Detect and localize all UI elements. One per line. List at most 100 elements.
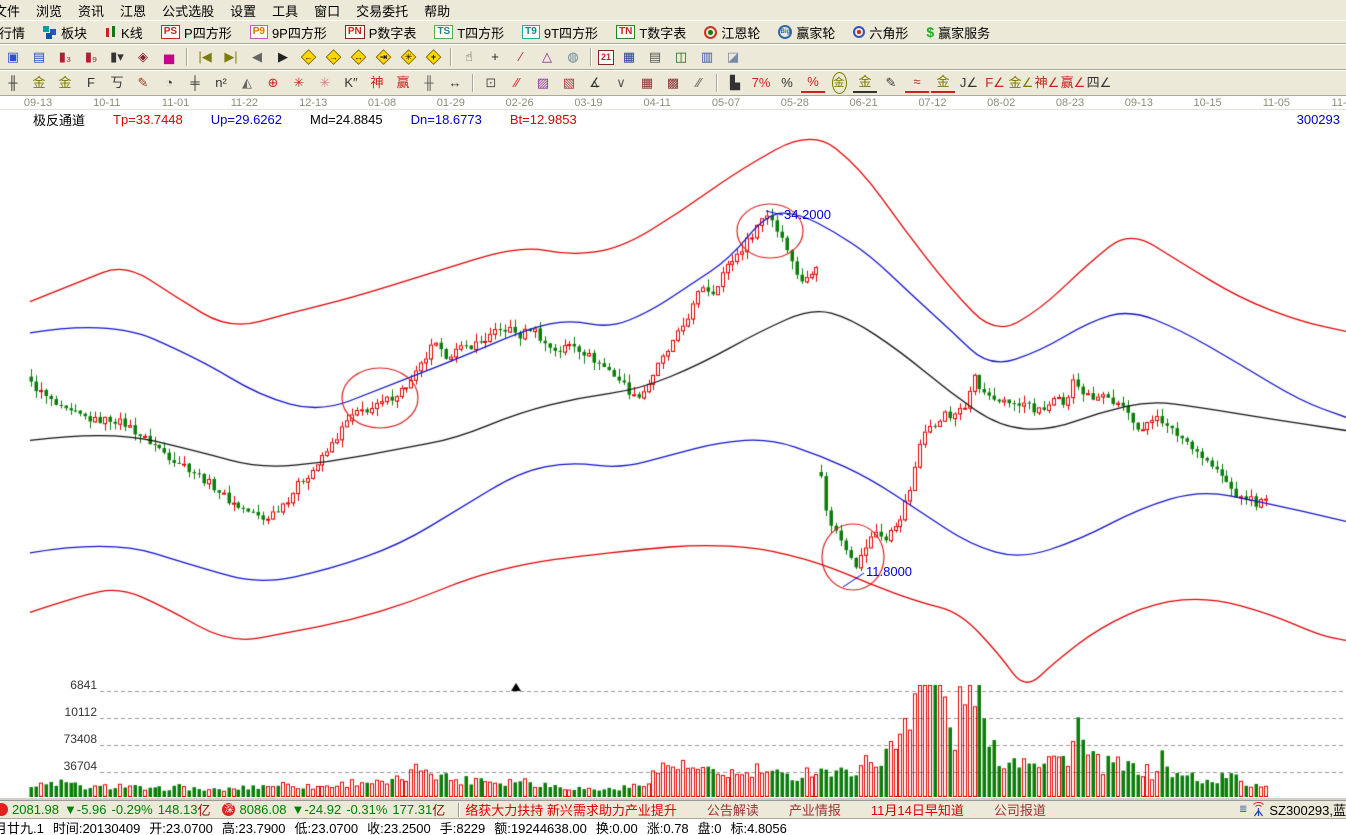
ticker-item-3[interactable]: 11月14日早知道 xyxy=(870,803,964,818)
gold-grid2-icon[interactable]: 金 xyxy=(58,75,72,90)
kline-9-icon[interactable]: ▮₉ xyxy=(84,49,98,64)
toolbar-button-9p-square[interactable]: P9 9P四方形 xyxy=(241,21,336,43)
bars-123-icon[interactable]: ▙ xyxy=(730,75,740,90)
menu-item-tools[interactable]: 工具 xyxy=(272,3,299,19)
slant-lines-icon[interactable]: ∕∕ xyxy=(696,75,702,90)
menu-item-trade-entrust[interactable]: 交易委托 xyxy=(356,3,409,19)
menu-item-formula-stock[interactable]: 公式选股 xyxy=(162,3,215,19)
toolbar-button-quotes[interactable]: 行情 xyxy=(0,21,34,43)
circle-ruler-icon[interactable]: ◔ xyxy=(165,75,173,90)
gold-line-icon[interactable]: 金 xyxy=(853,73,877,93)
save-icon[interactable]: ◫ xyxy=(674,49,688,64)
grid-star-icon[interactable]: ✳ xyxy=(319,75,331,90)
menu-item-settings[interactable]: 设置 xyxy=(230,3,257,19)
pattern-tool-icon[interactable]: ◍ xyxy=(567,49,579,64)
toolbar-button-p-number[interactable]: PN P数字表 xyxy=(336,21,426,43)
gann-pattern-icon[interactable]: ◈ xyxy=(138,49,148,64)
current-stock-label[interactable]: SZ300293,蓝 xyxy=(1269,803,1346,818)
shenzhen-index-icon[interactable]: 深 xyxy=(222,803,236,816)
purple-fan-icon[interactable]: ▨ xyxy=(536,75,550,90)
gold-angle-icon[interactable]: 金∠ xyxy=(1008,75,1034,90)
gold-circle-icon[interactable]: 金 xyxy=(827,72,851,94)
pct-icon[interactable]: % xyxy=(781,75,793,90)
menu-item-help[interactable]: 帮助 xyxy=(424,3,451,19)
price-pct-icon[interactable]: 7% xyxy=(751,75,771,90)
pen-ruler-icon[interactable]: ✎ xyxy=(137,75,149,90)
kline-period-dropdown[interactable]: ▮▾ xyxy=(110,49,124,64)
pan-right-icon[interactable]: ◆ → xyxy=(322,46,345,67)
si-angle-icon[interactable]: 四∠ xyxy=(1086,75,1112,90)
toolbar-button-t-number[interactable]: TN T数字表 xyxy=(607,21,695,43)
toolbar-button-winner-service[interactable]: $ 赢家服务 xyxy=(917,21,999,43)
ticker-item-1[interactable]: 公告解读 xyxy=(706,803,759,818)
ticker-item-4[interactable]: 公司报道 xyxy=(993,803,1046,818)
star-burst-icon[interactable]: ✳ xyxy=(293,75,305,90)
notebook-icon[interactable]: ▤ xyxy=(648,49,662,64)
f-angle-icon[interactable]: F∠ xyxy=(985,75,1005,90)
ticker-item-2[interactable]: 产业情报 xyxy=(788,803,841,818)
shen-tool-icon[interactable]: 神 xyxy=(370,75,384,90)
pane-toggle-icon[interactable]: ≣ xyxy=(1239,804,1248,815)
sh-index-value[interactable]: 2081.98 xyxy=(12,802,59,817)
fan-box-icon[interactable]: ▧ xyxy=(562,75,576,90)
menu-item-browse[interactable]: 浏览 xyxy=(36,3,63,19)
menu-item-news[interactable]: 资讯 xyxy=(78,3,105,19)
wave-red-icon[interactable]: ≈ xyxy=(905,73,929,93)
menu-item-window[interactable]: 窗口 xyxy=(314,3,341,19)
zoom-star-icon[interactable]: ◆ ✳ xyxy=(397,46,420,67)
first-page-icon[interactable]: |◀ xyxy=(198,49,212,64)
pan-left-icon[interactable]: ◆ ← xyxy=(297,46,320,67)
k-wave-icon[interactable]: K″ xyxy=(344,75,358,90)
chart-type-icon[interactable]: ▣ xyxy=(6,49,20,64)
f-ruler-icon[interactable]: F xyxy=(87,75,95,90)
toolbar-button-hexagon[interactable]: 六角形 xyxy=(844,21,917,43)
grid2-tool-icon[interactable]: ▩ xyxy=(666,75,680,90)
polygon-tool-icon[interactable]: △ xyxy=(542,49,552,64)
red-fan-icon[interactable]: ∕∕ xyxy=(514,75,520,90)
toolbar-button-blocks[interactable]: 板块 xyxy=(34,21,96,43)
color-histogram-icon[interactable]: ▅ xyxy=(164,49,174,64)
tick-ruler-icon[interactable]: ╪ xyxy=(190,75,200,90)
prev-icon[interactable]: ◀ xyxy=(252,49,262,64)
next-icon[interactable]: ▶ xyxy=(278,49,288,64)
pc-search-icon[interactable]: ▥ xyxy=(700,49,714,64)
calendar-icon[interactable]: 21 xyxy=(598,49,614,65)
zoom-in-icon[interactable]: ◆ ⇥ xyxy=(372,46,395,67)
calculator-icon[interactable]: ▦ xyxy=(622,49,636,64)
last-page-icon[interactable]: ▶| xyxy=(224,49,238,64)
gold-grid-icon[interactable]: 金 xyxy=(32,75,46,90)
toolbar-button-kline[interactable]: K线 xyxy=(96,21,152,43)
sz-index-value[interactable]: 8086.08 xyxy=(239,802,287,817)
span-arrow-icon[interactable]: ↔ xyxy=(448,75,462,90)
circle-cross-icon[interactable]: ⊕ xyxy=(267,75,279,90)
toolbar-button-p-square[interactable]: PS P四方形 xyxy=(152,21,241,43)
hook-ruler-icon[interactable]: 丂 xyxy=(110,75,124,90)
kline-3-icon[interactable]: ▮₃ xyxy=(58,49,72,64)
toolbar-button-t-square[interactable]: TS T四方形 xyxy=(425,21,513,43)
chart-canvas[interactable] xyxy=(0,128,1346,797)
info-view-icon[interactable]: ▤ xyxy=(32,49,46,64)
zoom-both-icon[interactable]: ◆ ↔ xyxy=(347,46,370,67)
measure-tool-icon[interactable]: ∕ xyxy=(519,49,523,64)
n2-ruler-icon[interactable]: n² xyxy=(215,75,227,90)
pen-tool-icon[interactable]: ✎ xyxy=(885,75,897,90)
frame-tool-icon[interactable]: ⊡ xyxy=(485,75,497,90)
menu-item-file[interactable]: 文件 xyxy=(0,3,21,19)
ying-tool-icon[interactable]: 赢 xyxy=(396,75,410,90)
j-angle-icon[interactable]: J∠ xyxy=(959,75,979,90)
hand-tool-icon[interactable]: ☝ xyxy=(465,49,473,64)
horizontal-splitter[interactable] xyxy=(0,797,1346,801)
pc-user-icon[interactable]: ◪ xyxy=(726,49,740,64)
angle-lines-icon[interactable]: ∡ xyxy=(589,75,601,90)
pct-line-icon[interactable]: % xyxy=(801,73,825,93)
ruler-123-icon[interactable]: ╫ xyxy=(424,75,434,90)
shanghai-index-icon[interactable] xyxy=(0,803,8,816)
ying-angle-icon[interactable]: 赢∠ xyxy=(1060,75,1086,90)
ticker-item-0[interactable]: 络获大力扶持 新兴需求助力产业提升 xyxy=(465,803,677,818)
toolbar-button-gann-wheel[interactable]: 江恩轮 xyxy=(695,21,769,43)
toolbar-button-9t-square[interactable]: T9 9T四方形 xyxy=(513,21,607,43)
angle-mirror-icon[interactable]: ◭ xyxy=(242,75,252,90)
v-line-icon[interactable]: ∨ xyxy=(616,75,626,90)
gold-red-icon[interactable]: 金 xyxy=(931,73,955,93)
gann-ruler-icon[interactable]: ╫ xyxy=(8,75,18,90)
